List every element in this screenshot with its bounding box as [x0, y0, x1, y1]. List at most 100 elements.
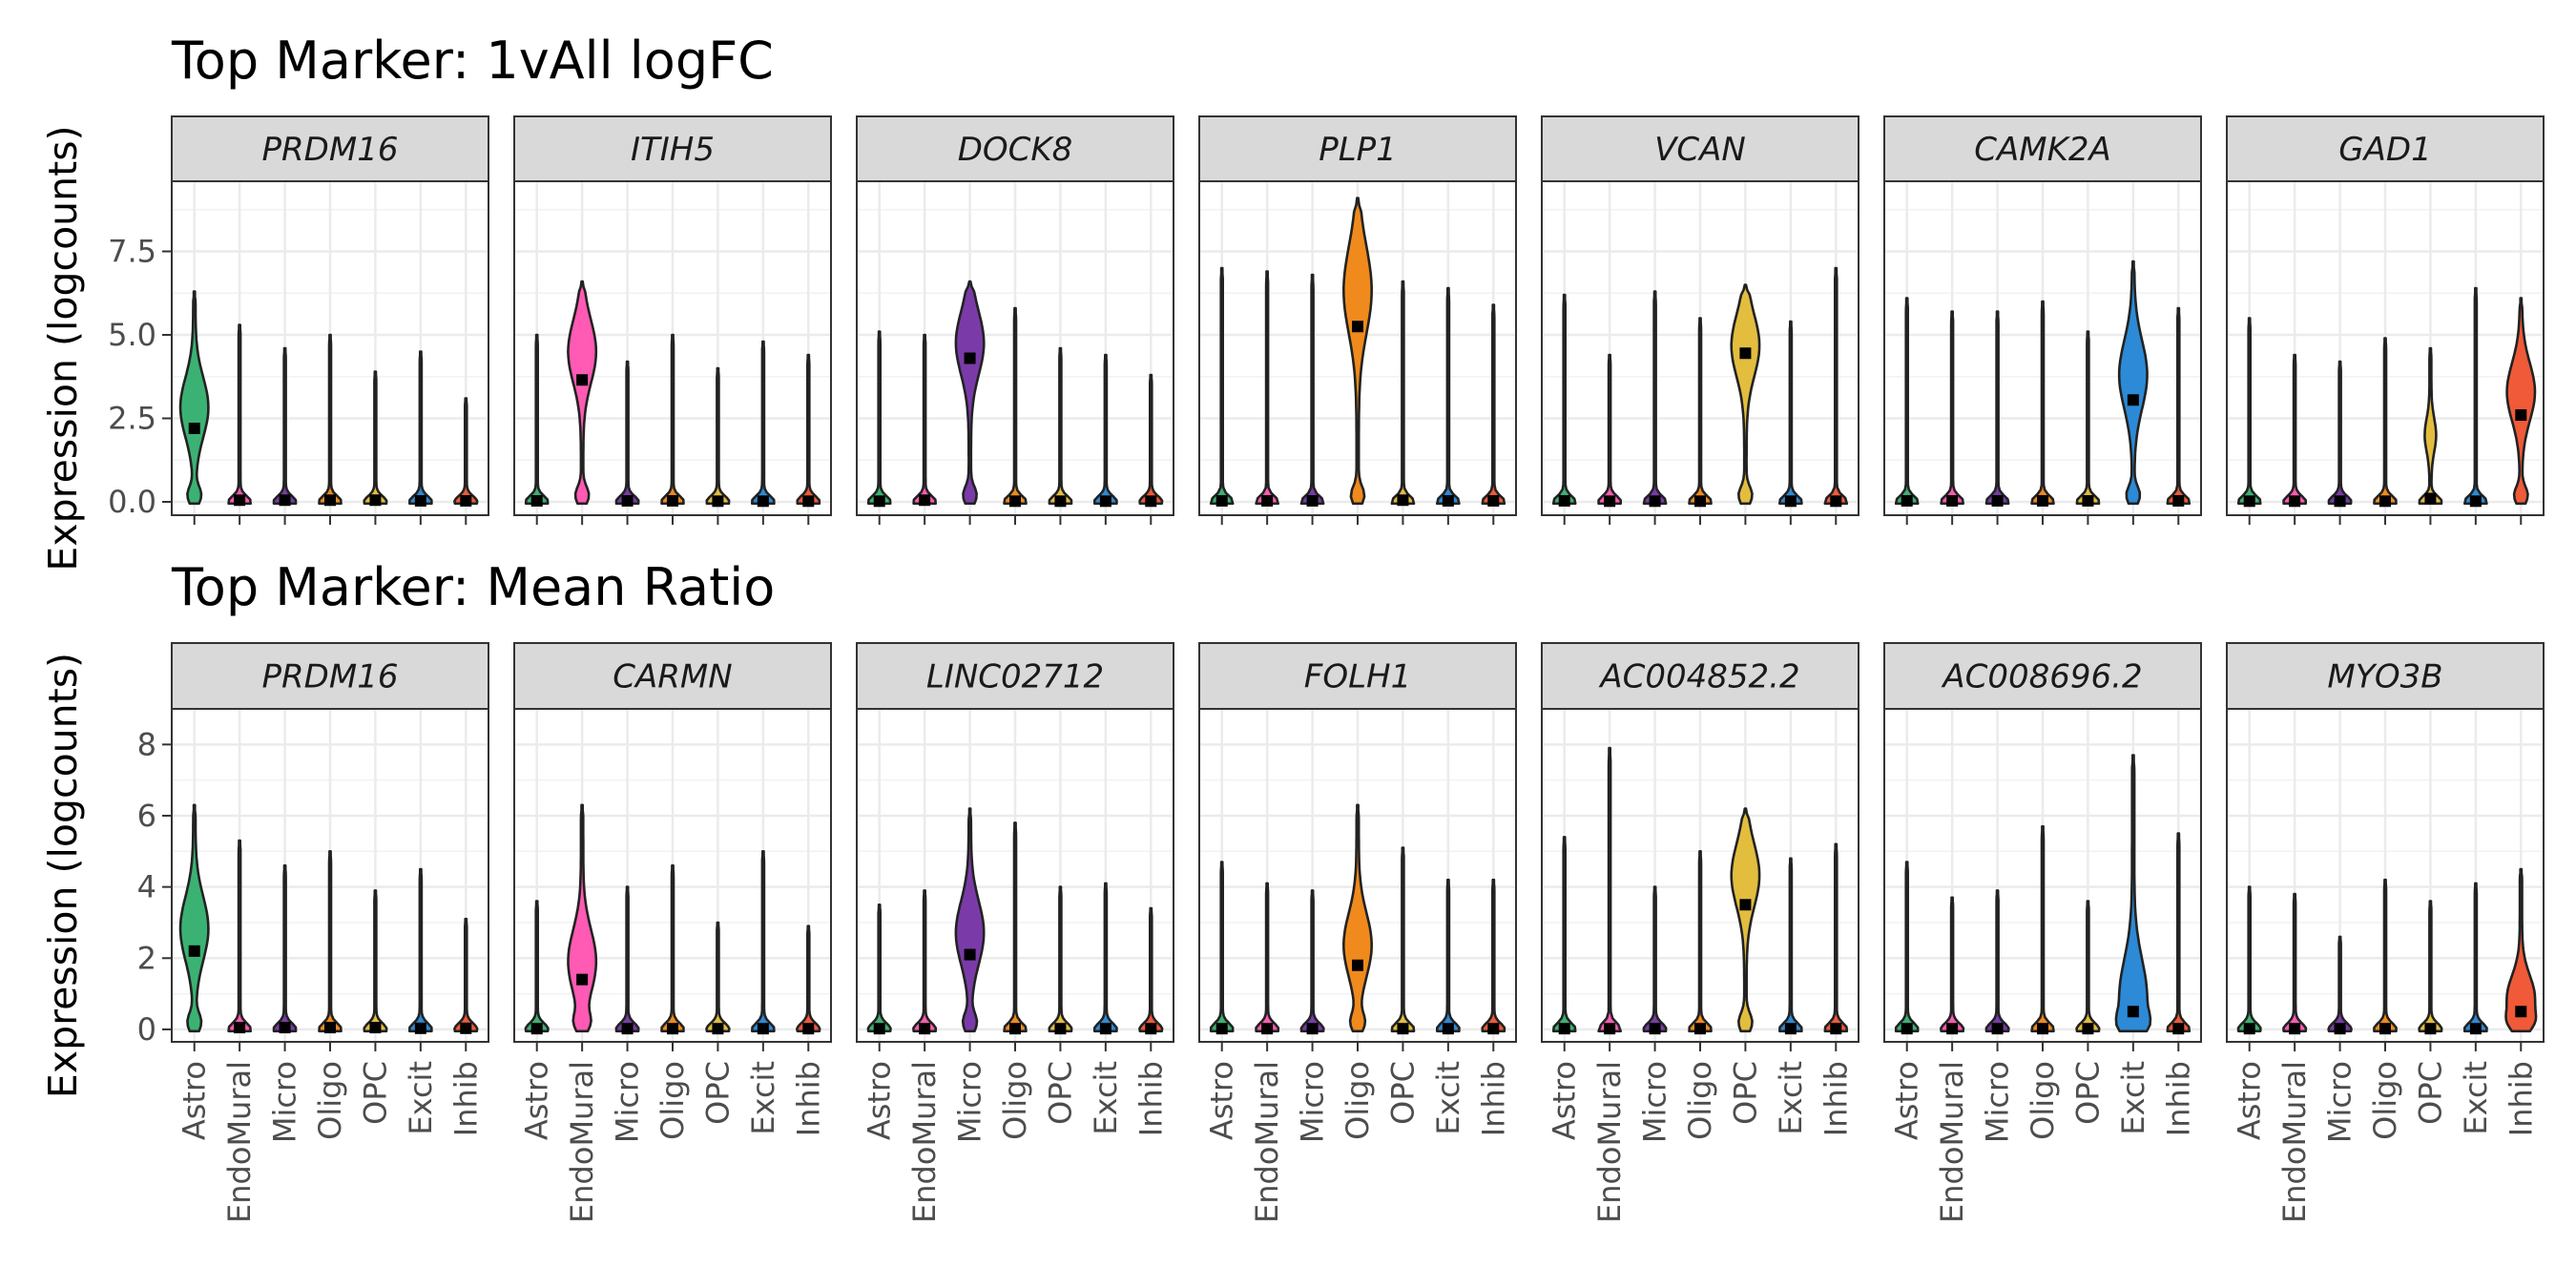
- facet-label: CAMK2A: [1974, 131, 2111, 169]
- mean-point: [1991, 1023, 2004, 1035]
- mean-point: [873, 495, 885, 508]
- facet-label: AC008696.2: [1941, 658, 2142, 696]
- violin-opc: [363, 370, 388, 506]
- x-tick-label: OPC: [2412, 1061, 2448, 1125]
- violin-astro: [1209, 861, 1235, 1033]
- violin-opc: [705, 366, 731, 506]
- y-tick-label: 7.5: [108, 234, 156, 270]
- x-tick-label: Micro: [952, 1061, 988, 1143]
- mean-point: [1604, 495, 1616, 508]
- mean-point: [2037, 1023, 2048, 1035]
- violin-excit: [2117, 260, 2149, 506]
- facet-strip: [856, 115, 1174, 182]
- violin-endomural: [227, 323, 252, 506]
- x-tick-label: Excit: [1773, 1061, 1809, 1135]
- violin-endomural: [2282, 353, 2307, 506]
- mean-point: [1261, 494, 1274, 507]
- mean-point: [1830, 1023, 1842, 1035]
- violin-endomural: [1597, 746, 1622, 1033]
- x-tick-label: Excit: [403, 1061, 439, 1135]
- violin-micro: [1299, 889, 1325, 1033]
- facet-label: AC004852.2: [1598, 658, 1799, 696]
- x-tick-label: Micro: [1295, 1061, 1331, 1143]
- mean-point: [460, 494, 472, 507]
- x-tick-label: Astro: [177, 1061, 213, 1140]
- mean-point: [2243, 495, 2255, 508]
- mean-point: [1261, 1023, 1274, 1035]
- mean-point: [2172, 494, 2185, 507]
- facet-strip: [856, 642, 1174, 710]
- violin-oligo: [2030, 824, 2055, 1033]
- x-tick-label: Micro: [267, 1061, 303, 1143]
- mean-point: [621, 494, 634, 507]
- x-tick-label: Astro: [1547, 1061, 1583, 1140]
- plot-area: Top Marker: 1vAll logFC Expression (logco…: [40, 31, 2545, 1223]
- mean-point: [1145, 495, 1157, 508]
- mean-point: [1558, 494, 1570, 507]
- violin-excit: [1092, 882, 1118, 1033]
- violin-astro: [1894, 861, 1920, 1033]
- violin-micro: [954, 280, 986, 506]
- violin-endomural: [1940, 310, 1964, 506]
- violin-inhib: [1138, 906, 1164, 1033]
- mean-point: [1442, 1023, 1454, 1035]
- violin-astro: [1209, 266, 1235, 506]
- y-tick-label: 6: [137, 798, 156, 834]
- violin-oligo: [1342, 803, 1373, 1033]
- mean-point: [1487, 494, 1500, 507]
- facet-panel-vcan: VCAN: [1541, 115, 1859, 525]
- mean-point: [1558, 1023, 1570, 1035]
- facet-strip: [171, 642, 489, 710]
- facet-panel-ac008696-2: Astro EndoMural Micro Oligo OPC Excit Inhib AC0…: [1883, 642, 2202, 1223]
- violin-micro: [2327, 360, 2353, 506]
- x-tick-label: EndoMural: [2276, 1061, 2313, 1223]
- violin-inhib: [1823, 842, 1849, 1033]
- mean-point: [279, 1022, 291, 1034]
- violin-oligo: [1688, 850, 1713, 1033]
- x-tick-label: OPC: [1042, 1061, 1078, 1125]
- mean-point: [1009, 1023, 1021, 1035]
- violin-endomural: [1597, 353, 1622, 506]
- facet-label: VCAN: [1654, 131, 1746, 169]
- violin-astro: [2236, 317, 2262, 506]
- mean-point: [279, 494, 291, 507]
- mean-point: [1397, 1023, 1409, 1035]
- violin-micro: [1642, 885, 1668, 1033]
- facet-label: FOLH1: [1304, 658, 1411, 696]
- mean-point: [964, 352, 976, 364]
- chart-title: Top Marker: 1vAll logFC: [171, 31, 774, 91]
- mean-point: [460, 1022, 472, 1034]
- mean-point: [2243, 1023, 2255, 1035]
- x-tick-label: Inhib: [2503, 1061, 2539, 1136]
- mean-point: [2082, 1023, 2094, 1035]
- violin-opc: [1390, 846, 1416, 1033]
- violin-micro: [1299, 273, 1325, 506]
- x-tick-label: EndoMural: [1249, 1061, 1285, 1223]
- mean-point: [1739, 347, 1752, 360]
- violin-opc: [2075, 900, 2101, 1033]
- mean-point: [188, 945, 200, 957]
- violin-oligo: [1342, 197, 1373, 506]
- x-tick-label: EndoMural: [1591, 1061, 1628, 1223]
- x-tick-label: Excit: [2458, 1061, 2494, 1135]
- facet-label: ITIH5: [631, 131, 715, 169]
- mean-point: [802, 495, 815, 508]
- x-tick-label: OPC: [1384, 1061, 1421, 1125]
- violin-excit: [408, 867, 433, 1033]
- x-tick-label: Micro: [1637, 1061, 1673, 1143]
- mean-point: [1694, 495, 1706, 508]
- mean-point: [1306, 494, 1319, 507]
- mean-point: [621, 1023, 634, 1035]
- violin-oligo: [318, 850, 343, 1033]
- violin-astro: [178, 803, 210, 1033]
- mean-point: [234, 494, 246, 507]
- mean-point: [2172, 1023, 2185, 1035]
- violin-endomural: [1255, 270, 1279, 506]
- facet-strip: [2226, 642, 2545, 710]
- mean-point: [188, 423, 200, 434]
- facet-strip: [1883, 115, 2202, 182]
- violin-inhib: [1481, 303, 1506, 506]
- mean-point: [712, 1023, 724, 1035]
- violin-endomural: [1940, 896, 1965, 1033]
- mean-point: [2037, 494, 2048, 507]
